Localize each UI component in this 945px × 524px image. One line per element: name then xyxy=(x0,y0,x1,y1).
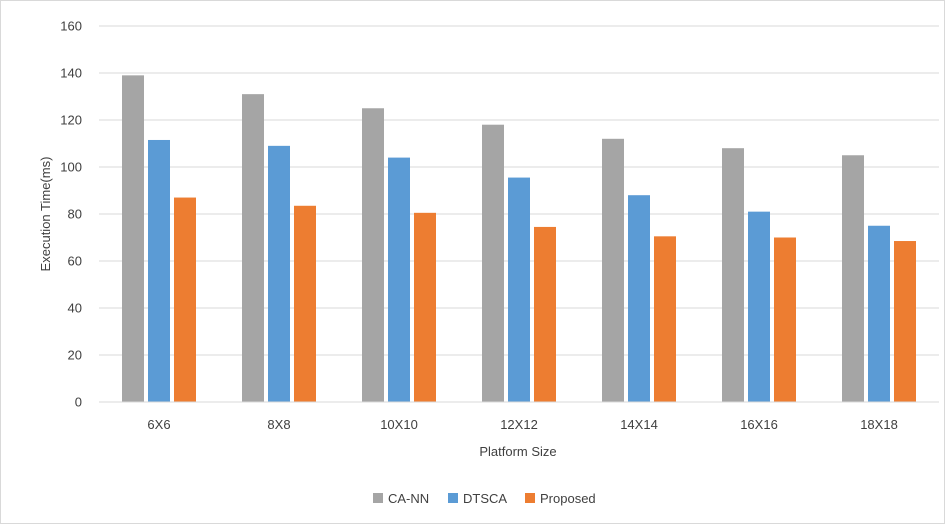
bar-ca-nn-18x18 xyxy=(842,155,864,402)
bar-dtsca-14x14 xyxy=(628,195,650,402)
bar-proposed-6x6 xyxy=(174,197,196,402)
bar-dtsca-6x6 xyxy=(148,139,170,402)
y-axis-title: Execution Time(ms) xyxy=(38,157,53,272)
bar-ca-nn-10x10 xyxy=(362,108,384,402)
bar-dtsca-18x18 xyxy=(868,225,890,402)
y-tick-label: 80 xyxy=(68,207,82,222)
bar-proposed-8x8 xyxy=(294,205,316,402)
x-tick-label: 6X6 xyxy=(147,417,170,432)
bar-ca-nn-14x14 xyxy=(602,138,624,403)
y-tick-label: 140 xyxy=(60,66,82,81)
y-axis-ticks: 0 20 40 60 80 100 120 140 160 xyxy=(60,19,82,410)
bar-dtsca-8x8 xyxy=(268,145,290,402)
x-tick-label: 14X14 xyxy=(620,417,658,432)
y-tick-label: 20 xyxy=(68,348,82,363)
y-tick-label: 40 xyxy=(68,301,82,316)
legend-label-dtsca: DTSCA xyxy=(463,491,507,506)
bar-proposed-18x18 xyxy=(894,241,916,402)
bar-dtsca-12x12 xyxy=(508,177,530,402)
y-tick-label: 100 xyxy=(60,160,82,175)
bar-proposed-16x16 xyxy=(774,237,796,402)
legend-label-proposed: Proposed xyxy=(540,491,596,506)
x-tick-label: 18X18 xyxy=(860,417,898,432)
bar-dtsca-10x10 xyxy=(388,157,410,402)
legend-swatch-dtsca xyxy=(448,493,458,503)
bar-ca-nn-12x12 xyxy=(482,124,504,402)
x-tick-label: 10X10 xyxy=(380,417,418,432)
bar-dtsca-16x16 xyxy=(748,211,770,402)
bar-proposed-12x12 xyxy=(534,226,556,402)
bar-ca-nn-6x6 xyxy=(122,75,144,402)
y-tick-label: 60 xyxy=(68,254,82,269)
x-tick-label: 12X12 xyxy=(500,417,538,432)
bars xyxy=(122,75,916,403)
y-tick-label: 0 xyxy=(75,395,82,410)
legend-swatch-ca-nn xyxy=(373,493,383,503)
x-tick-label: 8X8 xyxy=(267,417,290,432)
legend-swatch-proposed xyxy=(525,493,535,503)
x-tick-label: 16X16 xyxy=(740,417,778,432)
legend: CA-NN DTSCA Proposed xyxy=(373,491,596,506)
bar-ca-nn-8x8 xyxy=(242,94,264,403)
bar-ca-nn-16x16 xyxy=(722,148,744,402)
x-axis-ticks: 6X6 8X8 10X10 12X12 14X14 16X16 18X18 xyxy=(147,417,897,432)
y-tick-label: 160 xyxy=(60,19,82,34)
x-axis-title: Platform Size xyxy=(479,444,556,459)
bar-proposed-14x14 xyxy=(654,236,676,402)
bar-proposed-10x10 xyxy=(414,212,436,402)
legend-label-ca-nn: CA-NN xyxy=(388,491,429,506)
y-tick-label: 120 xyxy=(60,113,82,128)
